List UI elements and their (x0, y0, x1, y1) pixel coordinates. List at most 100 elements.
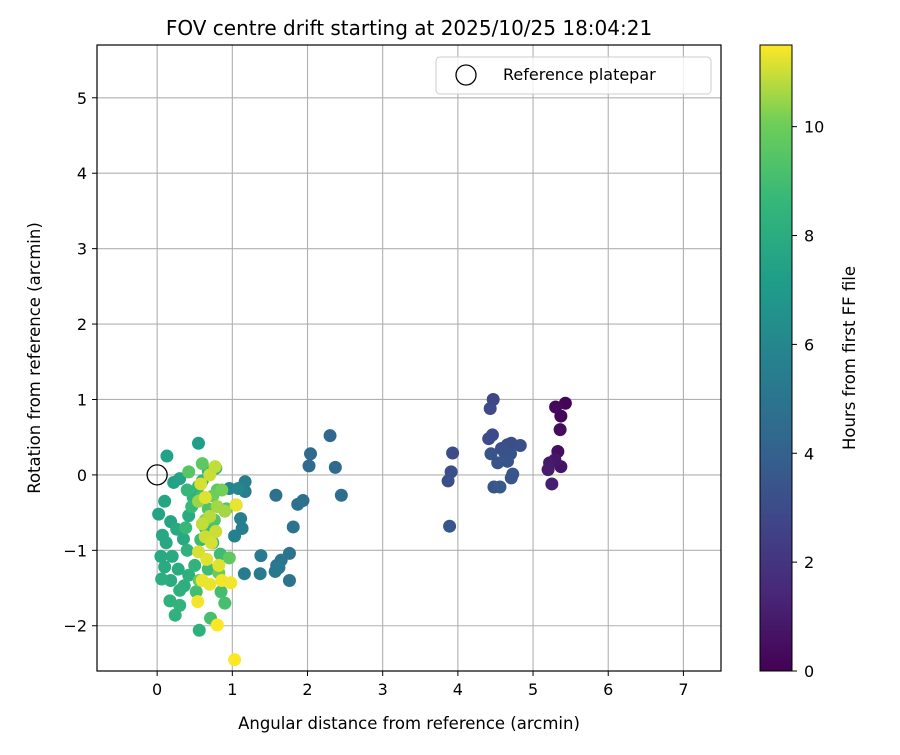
data-point (286, 520, 300, 534)
data-point (482, 432, 496, 446)
colorbar: 0 2 4 6 8 10 Hours from first FF file (759, 44, 859, 681)
data-point (504, 471, 518, 485)
x-axis-label: Angular distance from reference (arcmin) (238, 714, 580, 733)
data-point (493, 480, 507, 494)
colorbar-label: Hours from first FF file (840, 266, 859, 450)
data-point (229, 498, 243, 512)
data-point (491, 456, 505, 470)
colorbar-gradient (759, 44, 793, 672)
data-point (173, 598, 187, 612)
data-point (180, 543, 194, 557)
legend: Reference platepar (435, 56, 712, 95)
y-tick-label: 4 (77, 164, 87, 183)
data-point (204, 536, 218, 550)
data-point (237, 567, 251, 581)
data-point (218, 596, 232, 610)
chart-title: FOV centre drift starting at 2025/10/25 … (166, 16, 652, 40)
data-point (513, 438, 527, 452)
colorbar-tick-label: 8 (804, 227, 814, 246)
data-point (203, 577, 217, 591)
data-point (192, 623, 206, 637)
data-point (209, 524, 223, 538)
data-point (158, 560, 172, 574)
legend-box (435, 56, 712, 95)
data-point (282, 573, 296, 587)
data-point (194, 477, 208, 491)
x-tick-label: 0 (152, 680, 162, 699)
data-point (212, 558, 226, 572)
data-point (228, 529, 242, 543)
data-point (158, 494, 172, 508)
data-point (234, 512, 248, 526)
data-point (154, 549, 168, 563)
plot-frame (96, 44, 722, 672)
data-point (182, 465, 196, 479)
data-point (200, 552, 214, 566)
data-point (214, 585, 228, 599)
y-tick-label: −2 (63, 617, 87, 636)
data-point (171, 562, 185, 576)
data-point (191, 545, 205, 559)
data-point (152, 507, 166, 521)
colorbar-tick-label: 6 (804, 335, 814, 354)
data-point (165, 549, 179, 563)
data-point (191, 436, 205, 450)
x-tick-label: 4 (453, 680, 463, 699)
legend-marker-reference (455, 64, 477, 86)
data-point (558, 396, 572, 410)
data-point (553, 423, 567, 437)
data-point (160, 449, 174, 463)
data-point (176, 532, 190, 546)
data-point (163, 594, 177, 608)
data-point (483, 402, 497, 416)
data-point (441, 474, 455, 488)
data-points (146, 392, 572, 667)
y-tick-label: 0 (77, 466, 87, 485)
data-point (191, 595, 205, 609)
y-axis-ticks: −2 −1 0 1 2 3 4 5 (63, 89, 97, 636)
data-point (549, 400, 563, 414)
y-tick-label: 3 (77, 240, 87, 259)
data-point (198, 491, 212, 505)
data-point (210, 618, 224, 632)
legend-label-reference: Reference platepar (503, 65, 656, 84)
y-axis-label: Rotation from reference (arcmin) (25, 222, 44, 494)
data-point (188, 558, 202, 572)
data-point (328, 460, 342, 474)
data-point (180, 483, 194, 497)
y-tick-label: −1 (63, 541, 87, 560)
data-point (443, 519, 457, 533)
x-tick-label: 5 (528, 680, 538, 699)
data-point (189, 585, 203, 599)
data-point (545, 477, 559, 491)
data-point (155, 572, 169, 586)
colorbar-tick-label: 4 (804, 444, 814, 463)
data-point (334, 488, 348, 502)
data-point (179, 521, 193, 535)
data-point (541, 463, 555, 477)
data-point (304, 447, 318, 461)
data-point (272, 561, 286, 575)
y-tick-label: 2 (77, 315, 87, 334)
data-point (228, 653, 242, 667)
data-point (208, 460, 222, 474)
data-point (222, 551, 236, 565)
x-tick-label: 2 (302, 680, 312, 699)
y-tick-label: 1 (77, 390, 87, 409)
data-point (291, 497, 305, 511)
data-point (224, 576, 238, 590)
x-tick-label: 1 (227, 680, 237, 699)
data-point (446, 446, 460, 460)
data-point (173, 583, 187, 597)
data-point (484, 447, 498, 461)
data-point (182, 568, 196, 582)
data-point (302, 459, 316, 473)
colorbar-tick-label: 2 (804, 553, 814, 572)
x-axis-ticks: 0 1 2 3 4 5 6 7 (152, 671, 689, 699)
data-point (500, 454, 514, 468)
x-tick-label: 6 (603, 680, 613, 699)
data-point (254, 549, 268, 563)
data-point (195, 517, 209, 531)
